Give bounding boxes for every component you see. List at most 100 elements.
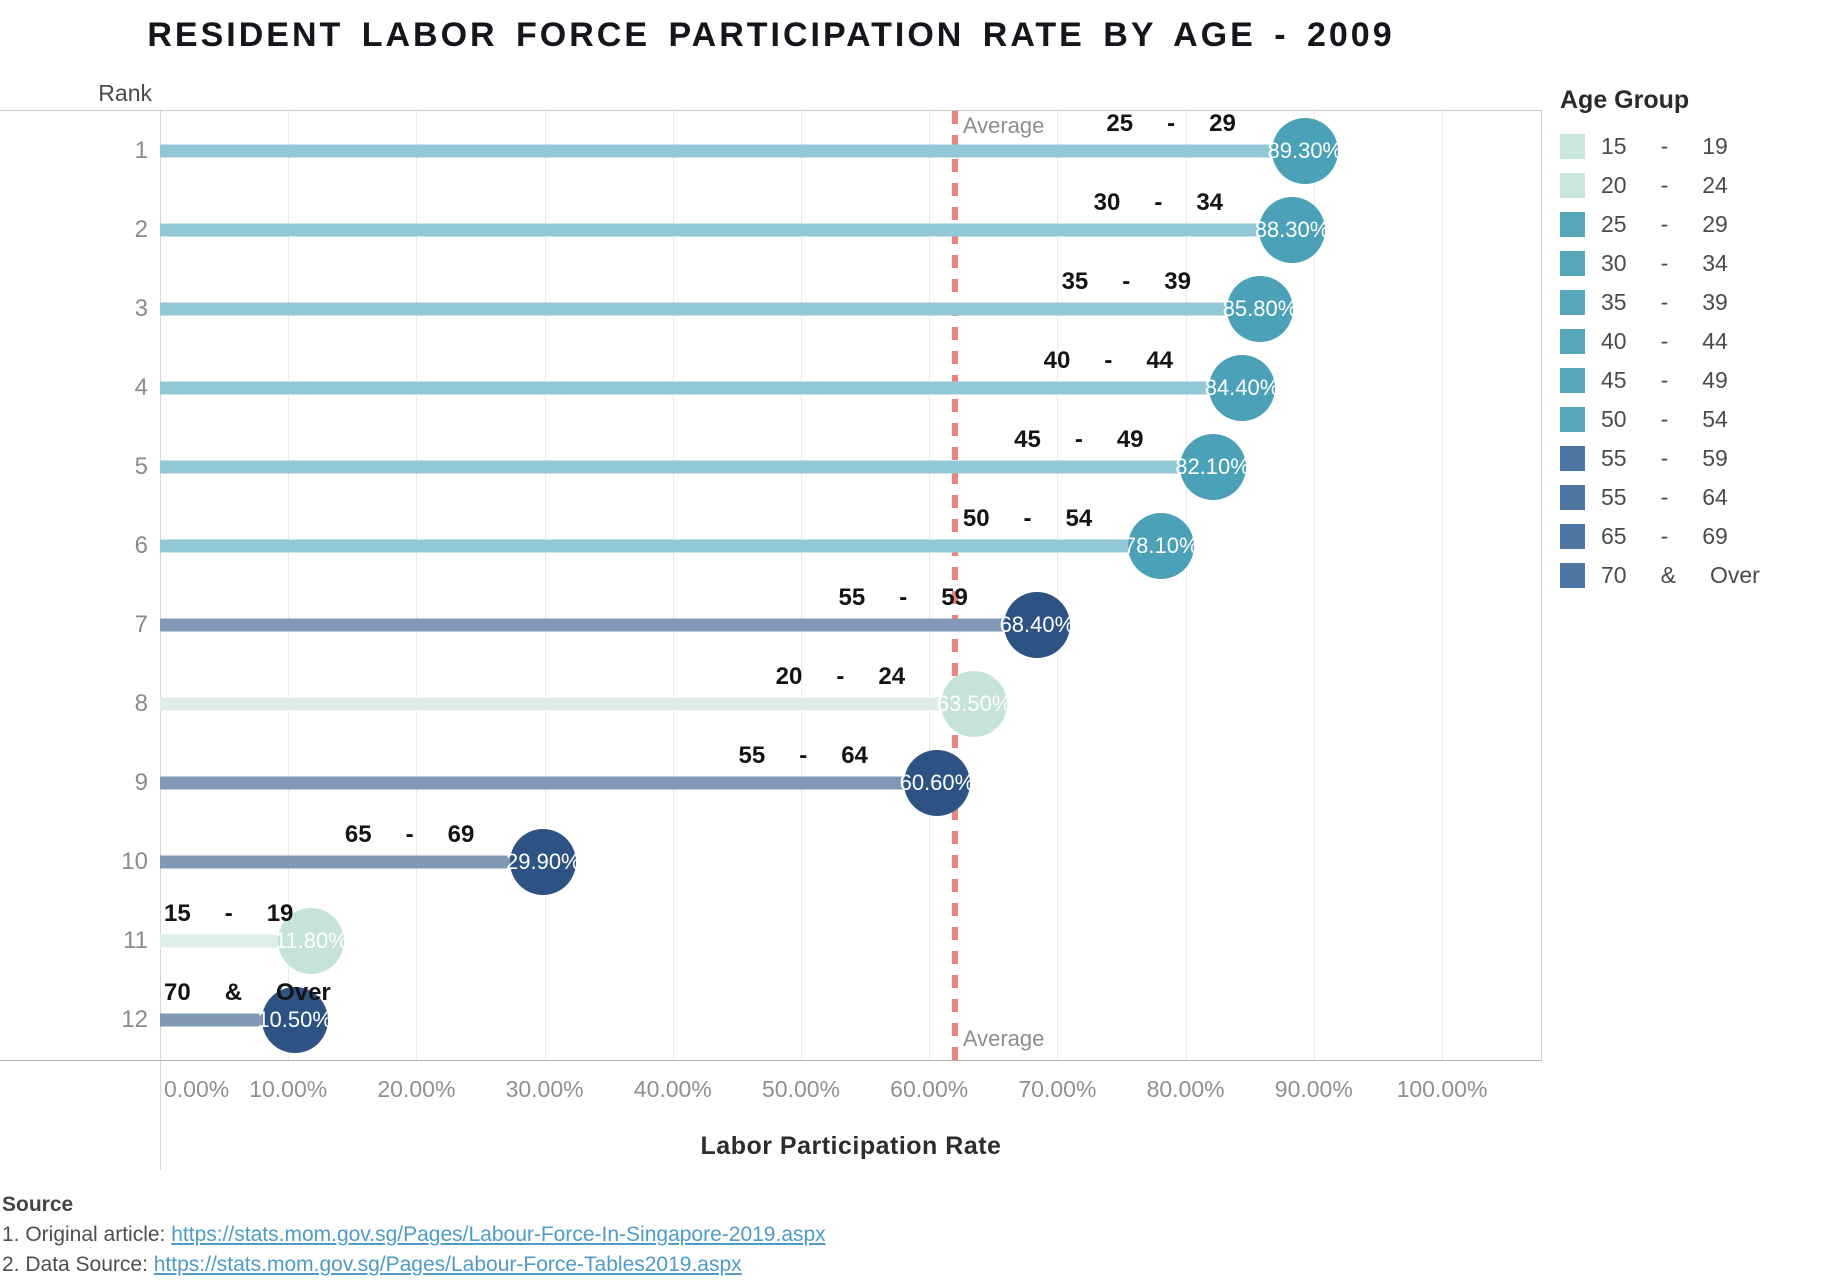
legend-item[interactable]: 15 - 19 [1560,127,1846,166]
age-part: 64 [841,742,868,770]
legend-item[interactable]: 20 - 24 [1560,166,1846,205]
lollipop-head-circle[interactable] [278,908,345,975]
x-axis-tick: 50.00% [761,1076,841,1102]
legend-item[interactable]: 70 & Over [1560,556,1846,595]
lollipop-stem-bar[interactable] [160,1013,295,1027]
legend-label-part: 30 [1601,250,1627,276]
age-group-label: 35 - 39 [1062,268,1191,296]
lollipop-stem-bar[interactable] [160,855,544,869]
rank-label: 4 [134,373,148,401]
lollipop-head-circle[interactable] [1128,512,1195,579]
x-axis-pane-border [160,1060,161,1170]
legend-label-part: - [1660,484,1669,510]
value-label: 88.30% [1254,216,1330,242]
lollipop-stem-bar[interactable] [160,539,1162,553]
legend-label: 70 & Over [1601,562,1760,589]
lollipop-row: 10 29.90% 65 - 69 [0,821,1542,902]
y-axis-title: Rank [98,80,152,106]
gridline [929,111,931,1060]
lollipop-row: 2 88.30% 30 - 34 [0,188,1542,269]
legend-item[interactable]: 35 - 39 [1560,283,1846,322]
value-label: 84.40% [1204,374,1280,400]
legend-label: 15 - 19 [1601,133,1728,160]
lollipop-head-circle[interactable] [510,829,577,896]
value-label: 10.50% [257,1007,332,1033]
lollipop-head-circle[interactable] [1209,354,1275,421]
x-axis-tick: 60.00% [890,1076,969,1102]
rank-label: 6 [134,531,148,559]
lollipop-head-circle[interactable] [1226,275,1293,342]
legend-title: Age Group [1560,86,1690,114]
age-part: & [224,979,243,1007]
age-part: 25 [1106,109,1134,137]
legend-item[interactable]: 55 - 59 [1560,439,1846,478]
plot-right-border [1541,111,1542,1060]
age-part: 49 [1116,425,1144,453]
legend-item[interactable]: 50 - 54 [1560,400,1846,439]
source-link[interactable]: https://stats.mom.gov.sg/Pages/Labour-Fo… [153,1253,742,1276]
lollipop-stem-bar[interactable] [160,223,1292,237]
value-label: 89.30% [1267,137,1343,163]
age-part: - [1154,188,1163,216]
legend-item[interactable]: 25 - 29 [1560,205,1846,244]
age-part: - [1074,425,1083,453]
legend-label-part: 55 [1601,484,1627,510]
lollipop-stem-bar[interactable] [160,776,937,790]
lollipop-stem-bar[interactable] [160,697,975,711]
legend-label-part: 29 [1702,211,1728,237]
legend-item[interactable]: 40 - 44 [1560,322,1846,361]
rank-label: 2 [134,215,148,243]
x-axis-tick: 100.00% [1396,1076,1488,1102]
x-axis-tick: 90.00% [1274,1076,1353,1102]
legend-item[interactable]: 55 - 64 [1560,478,1846,517]
legend-swatch-icon [1560,290,1585,315]
x-axis-tick: 30.00% [505,1076,584,1102]
lollipop-stem-bar[interactable] [160,618,1037,632]
lollipop-head-circle[interactable] [1271,117,1338,184]
lollipop-stem-bar[interactable] [160,460,1213,474]
legend-label: 20 - 24 [1601,172,1728,199]
lollipop-head-circle[interactable] [1259,196,1325,263]
gridline [1442,111,1443,1060]
legend-item[interactable]: 45 - 49 [1560,361,1846,400]
source-link[interactable]: https://stats.mom.gov.sg/Pages/Labour-Fo… [171,1223,826,1246]
lollipop-head-circle[interactable] [1179,433,1246,500]
legend-swatch-icon [1560,407,1585,432]
age-part: 19 [266,900,294,928]
x-axis-tick: 70.00% [1018,1076,1097,1102]
age-part: 15 [164,900,191,928]
lollipop-head-circle[interactable] [903,750,970,817]
x-axis-tick: 80.00% [1146,1076,1225,1102]
rank-label: 8 [134,690,148,718]
age-part: - [836,663,845,691]
legend-label-part: - [1660,172,1669,198]
value-label: 85.80% [1222,295,1298,321]
legend-label-part: & [1660,562,1676,588]
legend-label-part: - [1660,328,1669,354]
lollipop-stem-bar[interactable] [160,381,1242,395]
legend-swatch-icon [1560,485,1585,510]
age-group-label: 55 - 59 [838,584,967,612]
age-part: 20 [775,663,803,691]
lollipop-stem-bar[interactable] [160,934,312,948]
rank-label: 3 [134,294,148,322]
source-item-prefix: 1. Original article: [2,1223,172,1246]
legend-label-part: 59 [1702,445,1728,471]
legend-item[interactable]: 30 - 34 [1560,244,1846,283]
rank-label: 7 [134,611,148,639]
lollipop-stem-bar[interactable] [160,144,1305,158]
lollipop-head-circle[interactable] [261,987,328,1054]
age-part: - [1023,504,1032,532]
lollipop-head-circle[interactable] [1003,592,1070,659]
lollipop-row: 8 63.50% 20 - 24 [0,663,1542,744]
legend-label-part: 64 [1702,484,1728,510]
age-group-label: 25 - 29 [1106,110,1235,138]
age-part: 29 [1209,109,1236,137]
lollipop-stem-bar[interactable] [160,302,1260,316]
legend-label-part: - [1660,445,1669,471]
age-part: - [1122,267,1131,295]
lollipop-head-circle[interactable] [941,671,1008,738]
legend-label-part: 49 [1702,367,1728,393]
rank-label: 1 [134,136,148,164]
legend-item[interactable]: 65 - 69 [1560,517,1846,556]
